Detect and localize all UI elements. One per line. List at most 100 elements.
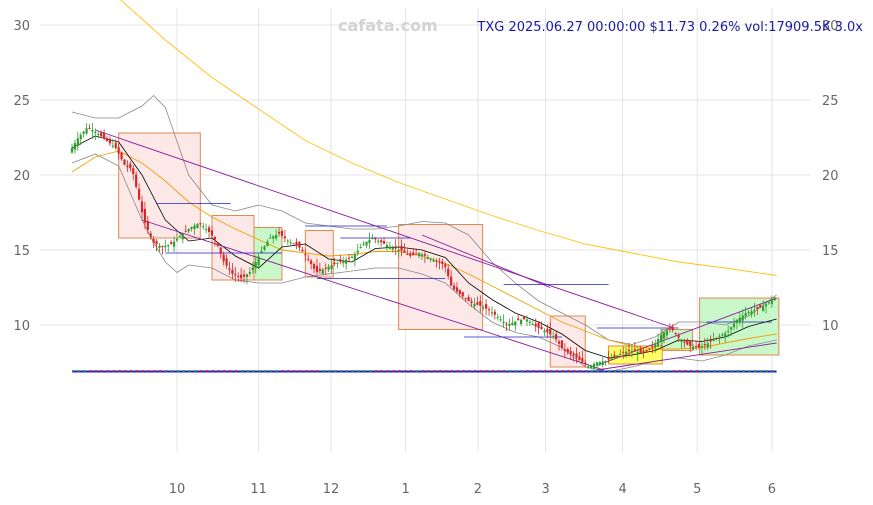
- volume-bar: [72, 370, 74, 372]
- candle-down: [759, 305, 762, 308]
- volume-bar: [153, 370, 156, 372]
- volume-bar: [363, 370, 366, 372]
- candle-up: [499, 319, 502, 321]
- candle-up: [429, 258, 432, 260]
- candle-up: [254, 262, 257, 269]
- candle-down: [382, 241, 386, 244]
- candle-up: [82, 131, 85, 134]
- volume-bar: [381, 370, 383, 372]
- y-tick-label-right: 15: [822, 244, 839, 259]
- candle-down: [683, 341, 686, 343]
- candle-down: [184, 231, 187, 233]
- candle-up: [718, 336, 721, 338]
- candle-up: [359, 247, 362, 249]
- volume-bar: [217, 370, 220, 372]
- volume-bar: [614, 370, 617, 372]
- candle-up: [97, 133, 100, 135]
- volume-bar: [451, 370, 453, 372]
- volume-bar: [591, 370, 593, 372]
- volume-bar: [561, 370, 564, 372]
- candle-up: [368, 239, 371, 243]
- volume-bar: [468, 370, 471, 372]
- volume-bar: [293, 370, 296, 372]
- candle-up: [263, 246, 266, 250]
- band-upper-line: [71, 94, 777, 345]
- x-axis: 10 11 12 1 2 3 4 5 6: [169, 482, 776, 497]
- candle-down: [581, 358, 584, 363]
- candle-up: [260, 251, 263, 253]
- candle-down: [105, 138, 109, 141]
- y-tick-label-right: 20: [822, 169, 839, 184]
- candle-up: [589, 365, 593, 369]
- volume-bar: [649, 370, 652, 372]
- volume-bar: [159, 370, 162, 372]
- candle-down: [546, 328, 549, 333]
- volume-bar: [83, 370, 86, 372]
- candle-down: [409, 253, 412, 256]
- volume-bar: [416, 370, 418, 372]
- volume-bar: [742, 370, 745, 372]
- volume-bar: [760, 370, 762, 372]
- volume-bar: [106, 370, 109, 372]
- candle-down: [114, 142, 117, 148]
- volume-bar: [474, 370, 477, 372]
- candle-down: [129, 163, 132, 169]
- candle-down: [709, 340, 712, 342]
- candle-down: [447, 268, 450, 277]
- candle-down: [108, 138, 112, 144]
- candle-up: [245, 274, 249, 278]
- candle-down: [560, 340, 564, 348]
- volume-bar: [118, 370, 121, 372]
- candle-down: [240, 274, 243, 279]
- volume-bar: [526, 370, 529, 372]
- candle-up: [601, 361, 604, 365]
- candle-down: [380, 240, 383, 243]
- x-tick-label: 11: [250, 482, 267, 497]
- volume-bar: [672, 370, 675, 372]
- candle-up: [700, 346, 704, 348]
- candle-down: [199, 223, 202, 225]
- candle-down: [292, 243, 295, 245]
- candle-down: [651, 346, 654, 348]
- candle-up: [659, 334, 663, 342]
- volume-bar: [328, 370, 331, 372]
- candle-up: [630, 350, 634, 353]
- volume-bar: [731, 370, 733, 372]
- candle-down: [627, 349, 631, 352]
- candle-up: [604, 361, 607, 362]
- volume-bar: [182, 370, 185, 372]
- candle-down: [88, 127, 91, 129]
- candle-up: [187, 228, 190, 232]
- volume-bar: [573, 370, 576, 372]
- candle-down: [549, 328, 552, 335]
- volume-bar: [287, 370, 290, 372]
- candle-up: [432, 260, 435, 262]
- candle-up: [610, 358, 613, 360]
- candle-up: [397, 249, 400, 251]
- candle-up: [712, 339, 715, 341]
- trend-line: [141, 219, 605, 371]
- bollinger-bands: [71, 94, 777, 372]
- x-tick-label: 10: [169, 482, 186, 497]
- candle-up: [76, 138, 79, 147]
- volume-bar: [410, 370, 412, 372]
- volume-bar: [316, 370, 319, 372]
- volume-bar: [608, 370, 611, 372]
- candle-up: [595, 362, 599, 366]
- candle-down: [347, 257, 351, 259]
- candle-up: [692, 346, 695, 350]
- volume-bar: [89, 370, 92, 372]
- candle-up: [706, 343, 709, 348]
- candle-down: [493, 311, 496, 315]
- candle-up: [175, 238, 179, 241]
- volume-bar: [136, 370, 138, 372]
- candle-down: [674, 333, 677, 335]
- x-tick-label: 3: [541, 482, 549, 497]
- candle-down: [677, 334, 680, 338]
- candle-up: [158, 245, 161, 248]
- volume-bar: [421, 370, 424, 372]
- candle-down: [464, 298, 467, 300]
- candle-up: [619, 353, 622, 355]
- volume-bar: [194, 370, 197, 372]
- volume-strip: [72, 370, 777, 373]
